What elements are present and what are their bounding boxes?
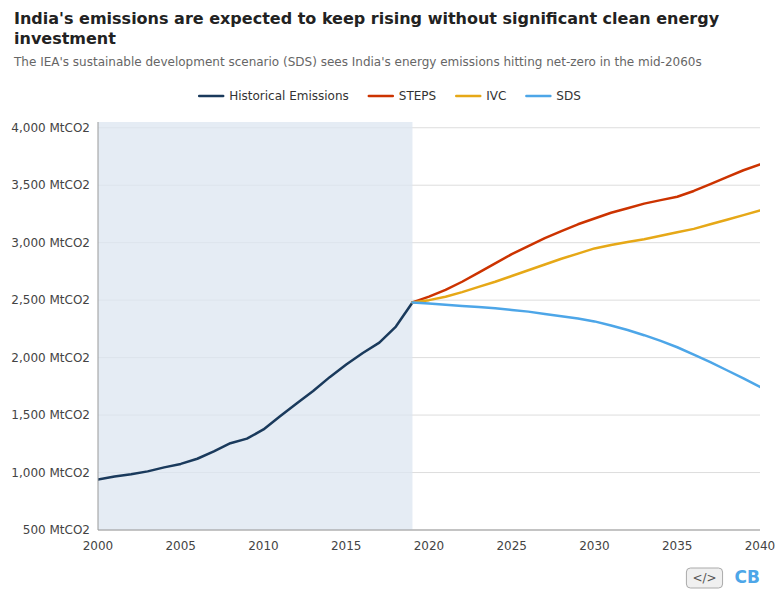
legend-swatch [369,95,393,98]
x-tick-label: 2030 [579,539,610,553]
x-tick-label: 2015 [331,539,362,553]
annotation-box [686,568,722,588]
series-line [412,302,760,386]
x-tick-label: 2005 [165,539,196,553]
x-tick-label: 2020 [414,539,445,553]
y-axis-line [98,122,99,530]
legend-item: IVC [456,89,506,103]
grid-line [98,530,760,531]
x-tick-label: 2025 [496,539,527,553]
x-tick-label: 2035 [662,539,693,553]
legend-label: SDS [556,89,580,103]
legend-swatch [199,95,223,98]
plot-area [98,122,760,530]
x-tick-label: 2010 [248,539,279,553]
chart: India's emissions are expected to keep r… [0,0,780,597]
legend-item: Historical Emissions [199,89,349,103]
y-tick-label: 1,000 MtCO2 [11,466,90,480]
x-tick-label: 2040 [745,539,776,553]
legend-swatch [526,95,550,98]
series-line [412,211,760,303]
y-tick-label: 4,000 MtCO2 [11,121,90,135]
y-tick-label: 3,000 MtCO2 [11,236,90,250]
legend-label: STEPS [399,89,436,103]
x-tick-label: 2000 [83,539,114,553]
legend: Historical Emissions STEPS IVC SDS [199,89,581,103]
y-tick-label: 2,500 MtCO2 [11,293,90,307]
legend-label: IVC [486,89,506,103]
y-tick-label: 1,500 MtCO2 [11,408,90,422]
series-line [98,302,412,479]
annotation: CB [735,567,760,587]
legend-item: STEPS [369,89,436,103]
series-line [412,165,760,303]
title: India's emissions are expected to keep r… [14,9,720,48]
annotation: </> [692,571,716,585]
shaded-region [98,122,412,530]
y-tick-label: 2,000 MtCO2 [11,351,90,365]
y-tick-label: 3,500 MtCO2 [11,178,90,192]
legend-label: Historical Emissions [229,89,349,103]
legend-swatch [456,95,480,98]
subtitle: The IEA's sustainable development scenar… [13,55,702,69]
legend-item: SDS [526,89,580,103]
background [0,0,780,597]
x-axis-line [98,530,760,531]
y-tick-label: 500 MtCO2 [23,523,90,537]
